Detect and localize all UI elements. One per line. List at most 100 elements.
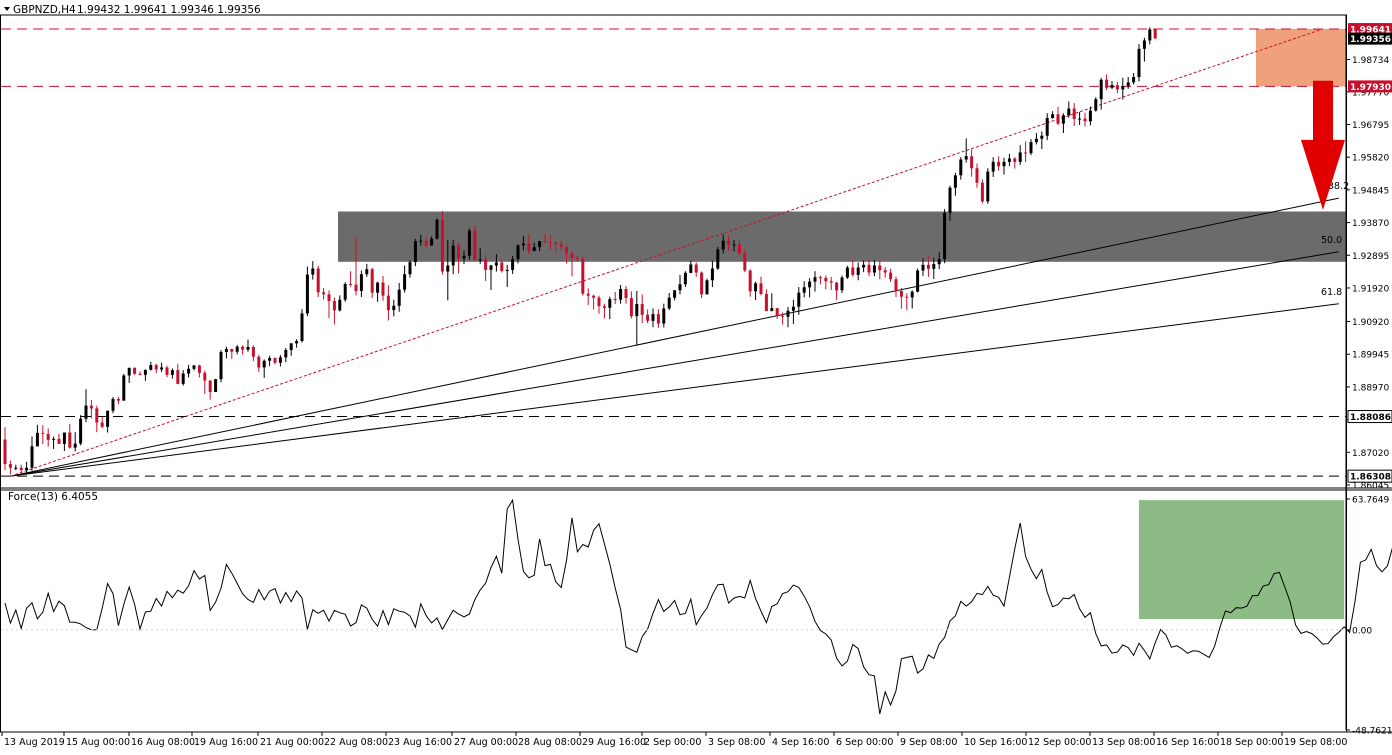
candle-body bbox=[365, 269, 369, 275]
candle-body bbox=[980, 182, 984, 202]
candle-body bbox=[376, 282, 380, 293]
candle-body bbox=[921, 264, 925, 271]
price-level-label: 1.99641 bbox=[1350, 26, 1391, 36]
candle-body bbox=[575, 257, 579, 259]
candle-body bbox=[451, 245, 455, 266]
candle-body bbox=[3, 439, 7, 465]
candle-body bbox=[570, 253, 574, 258]
candle-body bbox=[743, 253, 747, 271]
candle-body bbox=[457, 245, 461, 259]
candle-body bbox=[1013, 158, 1017, 162]
candle-body bbox=[991, 161, 995, 172]
red-trend-line bbox=[10, 28, 1323, 477]
candle-body bbox=[624, 288, 628, 299]
candle-body bbox=[435, 219, 439, 239]
force-highlight-box bbox=[1139, 500, 1345, 620]
candle-body bbox=[667, 297, 671, 309]
time-tick-label: 13 Sep 08:00 bbox=[1092, 737, 1155, 748]
candle-body bbox=[354, 284, 358, 291]
time-tick-label: 18 Sep 00:00 bbox=[1220, 737, 1283, 748]
candle-body bbox=[592, 295, 596, 298]
price-level-label: 1.99356 bbox=[1350, 35, 1391, 45]
candle-body bbox=[1132, 77, 1136, 83]
fib-fan-line bbox=[10, 197, 1339, 477]
candle-body bbox=[1121, 86, 1125, 90]
ohlc-header: 1.99432 1.99641 1.99346 1.99356 bbox=[77, 4, 261, 16]
candle-body bbox=[797, 292, 801, 307]
candle-body bbox=[257, 356, 261, 368]
candle-body bbox=[408, 262, 412, 275]
price-tick-label: 1.94845 bbox=[1352, 186, 1389, 196]
candle-body bbox=[1110, 85, 1114, 88]
candle-body bbox=[1018, 152, 1022, 162]
candle-body bbox=[1002, 161, 1006, 167]
price-tick-label: 1.95820 bbox=[1352, 154, 1389, 164]
candle-body bbox=[565, 246, 569, 254]
candle-body bbox=[889, 272, 893, 280]
candle-body bbox=[813, 277, 817, 282]
candle-body bbox=[41, 432, 45, 434]
symbol-dropdown-icon[interactable] bbox=[4, 7, 10, 11]
candle-body bbox=[1142, 40, 1146, 49]
candle-body bbox=[997, 161, 1001, 167]
time-tick-label: 23 Aug 16:00 bbox=[388, 737, 452, 748]
candle-body bbox=[613, 299, 617, 301]
time-tick-label: 28 Aug 08:00 bbox=[518, 737, 582, 748]
candle-body bbox=[710, 268, 714, 281]
candle-body bbox=[662, 308, 666, 324]
candle-body bbox=[748, 270, 752, 292]
time-tick-label: 15 Aug 00:00 bbox=[66, 737, 130, 748]
price-level-tag bbox=[1348, 32, 1392, 45]
candle-body bbox=[532, 247, 536, 252]
candle-body bbox=[397, 289, 401, 306]
candle-body bbox=[473, 230, 477, 260]
candle-body bbox=[133, 367, 137, 374]
fib-fan-line bbox=[10, 251, 1339, 477]
candle-body bbox=[732, 244, 736, 246]
candle-body bbox=[1061, 115, 1065, 124]
candle-body bbox=[305, 274, 309, 314]
candle-body bbox=[1105, 79, 1109, 88]
time-tick-label: 29 Aug 16:00 bbox=[582, 737, 646, 748]
candle-body bbox=[403, 274, 407, 290]
candle-body bbox=[862, 264, 866, 268]
candle-body bbox=[154, 365, 158, 370]
candle-body bbox=[349, 283, 353, 285]
candle-body bbox=[1148, 29, 1152, 41]
price-tick-label: 1.92895 bbox=[1352, 252, 1389, 262]
candle-body bbox=[916, 270, 920, 292]
candle-body bbox=[1067, 108, 1071, 116]
candle-body bbox=[775, 308, 779, 316]
fib-fan-line bbox=[10, 303, 1339, 477]
candle-body bbox=[716, 249, 720, 269]
candle-body bbox=[1007, 158, 1011, 162]
candle-body bbox=[975, 168, 979, 183]
candle-body bbox=[1137, 48, 1141, 78]
time-tick-label: 10 Sep 16:00 bbox=[964, 737, 1027, 748]
candle-body bbox=[937, 259, 941, 265]
time-tick-label: 22 Aug 08:00 bbox=[324, 737, 388, 748]
candle-body bbox=[181, 373, 185, 384]
candle-body bbox=[30, 446, 34, 468]
candle-body bbox=[851, 267, 855, 275]
candle-body bbox=[224, 349, 228, 353]
candle-body bbox=[511, 259, 515, 270]
price-level-tag bbox=[1348, 23, 1392, 36]
candle-body bbox=[143, 369, 147, 375]
candle-body bbox=[392, 305, 396, 311]
candle-body bbox=[581, 258, 585, 294]
candle-body bbox=[700, 272, 704, 295]
candle-body bbox=[926, 264, 930, 269]
down-arrow-icon bbox=[1301, 80, 1345, 210]
candle-body bbox=[46, 433, 50, 440]
time-tick-label: 27 Aug 00:00 bbox=[454, 737, 518, 748]
time-tick-label: 12 Sep 00:00 bbox=[1028, 737, 1091, 748]
candle-body bbox=[214, 379, 218, 392]
candle-body bbox=[948, 187, 952, 213]
candle-body bbox=[235, 346, 239, 352]
candle-body bbox=[824, 277, 828, 282]
candle-body bbox=[8, 464, 12, 468]
candle-body bbox=[116, 398, 120, 401]
candle-body bbox=[1088, 110, 1092, 122]
